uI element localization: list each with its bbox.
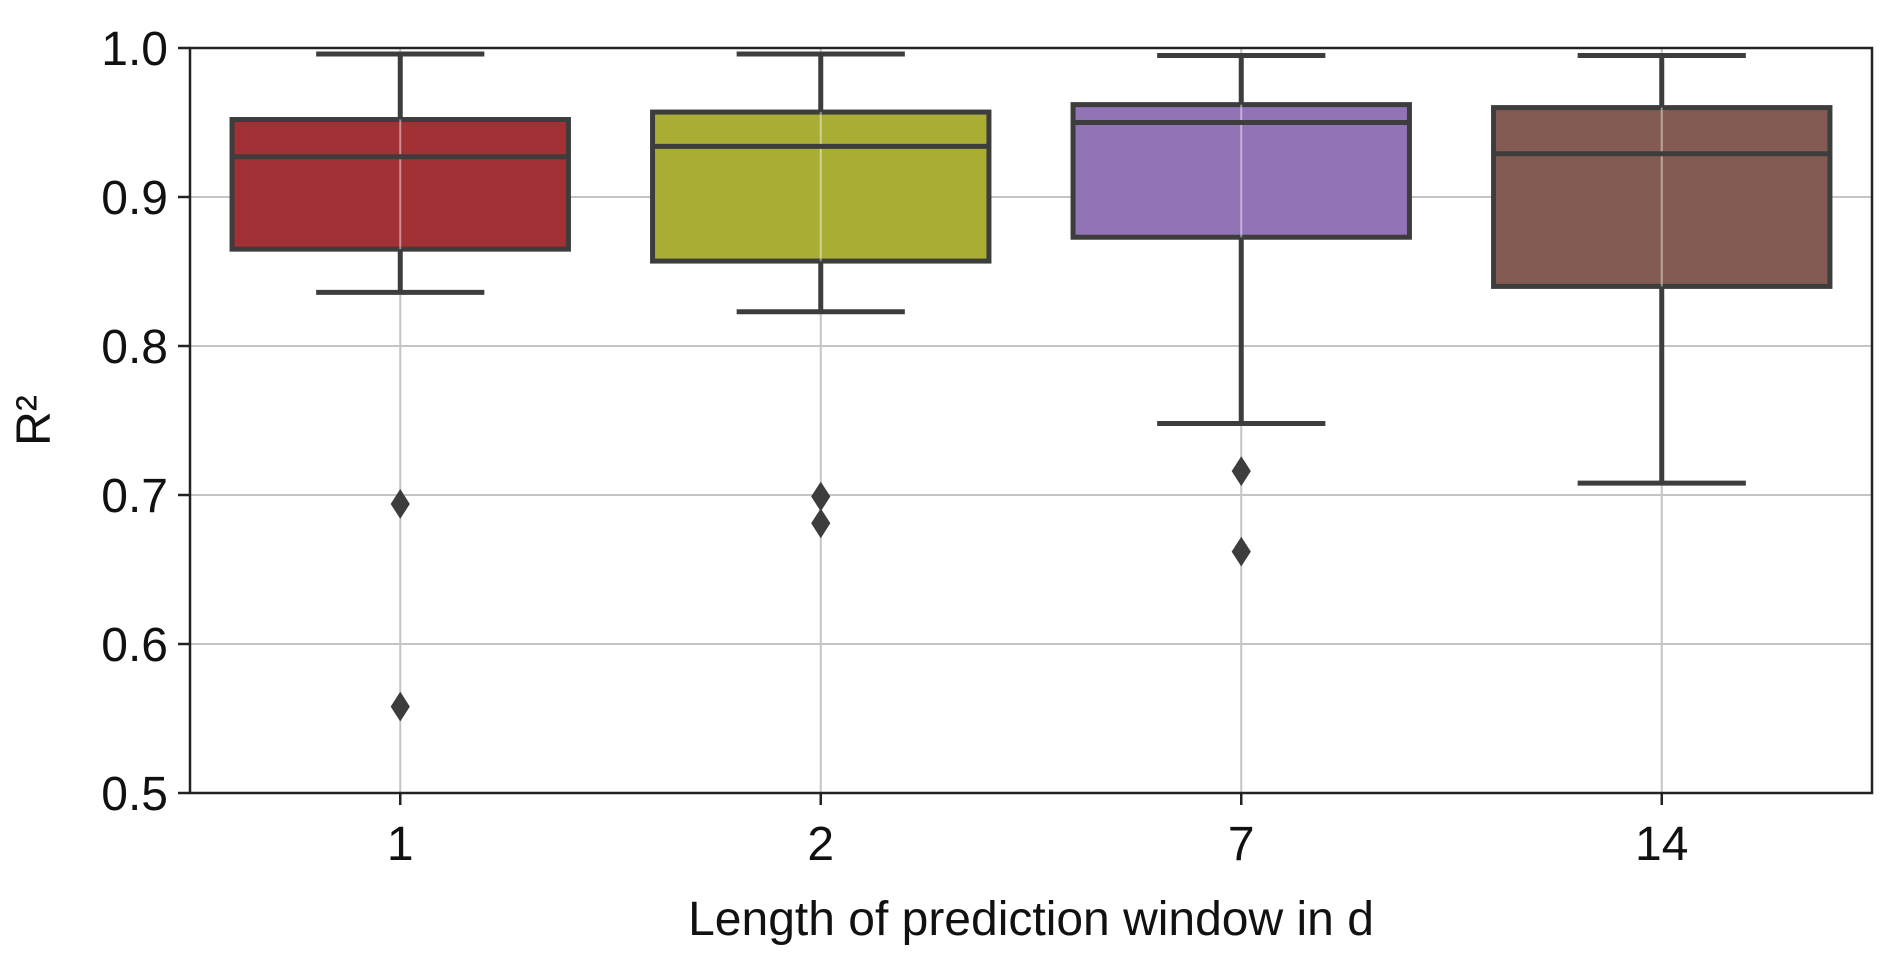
box-iqr <box>650 109 992 264</box>
boxes <box>229 51 1833 486</box>
y-axis-ticks: 0.5 0.6 0.7 0.8 0.9 1.0 <box>101 23 190 821</box>
x-tick-label: 14 <box>1635 818 1688 871</box>
y-axis-label: R² <box>8 395 61 446</box>
x-axis-ticks: 1 2 7 14 <box>387 793 1688 871</box>
outlier-point <box>390 489 410 519</box>
box-iqr <box>229 117 571 252</box>
y-tick-label: 1.0 <box>101 23 168 76</box>
plot-area-frame <box>188 46 1874 795</box>
x-axis-label: Length of prediction window in d <box>688 893 1374 946</box>
box-group-14 <box>1491 52 1833 486</box>
y-tick-label: 0.7 <box>101 470 168 523</box>
outlier-point <box>1231 536 1251 567</box>
box-iqr <box>1070 102 1412 240</box>
outlier-point <box>1231 456 1251 487</box>
y-tick-label: 0.5 <box>101 768 168 821</box>
x-tick-label: 7 <box>1228 818 1255 871</box>
outlier-point <box>811 481 831 512</box>
outlier-point <box>390 691 410 722</box>
box-group-1 <box>229 51 571 295</box>
outliers <box>390 456 1251 722</box>
box-iqr <box>1491 105 1833 289</box>
x-tick-label: 2 <box>807 818 834 871</box>
box-group-2 <box>650 51 992 315</box>
outlier-point <box>811 508 831 539</box>
box-group-7 <box>1070 52 1412 426</box>
y-tick-label: 0.9 <box>101 172 168 225</box>
y-tick-label: 0.8 <box>101 321 168 374</box>
y-tick-label: 0.6 <box>101 619 168 672</box>
x-tick-label: 1 <box>387 818 414 871</box>
